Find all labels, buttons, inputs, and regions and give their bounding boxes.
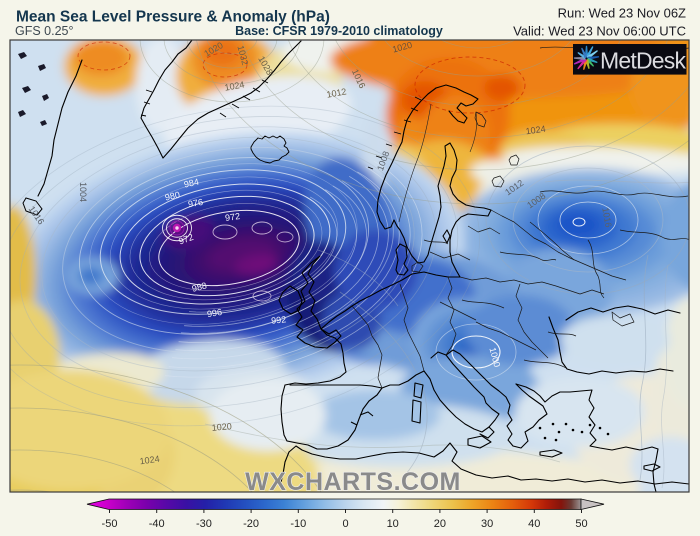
svg-text:Valid: Wed 23 Nov 06:00 UTC: Valid: Wed 23 Nov 06:00 UTC <box>513 24 686 39</box>
svg-text:-50: -50 <box>102 518 118 530</box>
svg-text:1004: 1004 <box>78 182 88 202</box>
svg-text:1016: 1016 <box>600 207 613 228</box>
svg-text:972: 972 <box>177 232 195 247</box>
svg-text:-40: -40 <box>149 518 165 530</box>
svg-text:WXCHARTS.COM: WXCHARTS.COM <box>245 468 461 496</box>
svg-text:-10: -10 <box>290 518 306 530</box>
svg-text:50: 50 <box>575 518 587 530</box>
svg-text:30: 30 <box>481 518 493 530</box>
svg-text:-30: -30 <box>196 518 212 530</box>
svg-text:10: 10 <box>387 518 399 530</box>
svg-text:976: 976 <box>187 197 204 209</box>
svg-text:MetDesk: MetDesk <box>600 48 686 74</box>
svg-text:1012: 1012 <box>326 86 347 99</box>
svg-text:Run: Wed 23 Nov 06Z: Run: Wed 23 Nov 06Z <box>558 6 686 21</box>
svg-text:1020: 1020 <box>211 421 232 433</box>
svg-text:972: 972 <box>224 211 240 223</box>
svg-text:988: 988 <box>191 280 208 293</box>
svg-text:0: 0 <box>342 518 348 530</box>
svg-text:-20: -20 <box>243 518 259 530</box>
svg-text:980: 980 <box>164 190 181 203</box>
svg-text:992: 992 <box>271 314 287 326</box>
svg-text:996: 996 <box>206 307 223 319</box>
svg-text:984: 984 <box>183 177 200 190</box>
svg-text:GFS 0.25°: GFS 0.25° <box>15 24 74 38</box>
svg-text:1024: 1024 <box>224 79 245 92</box>
svg-text:Mean Sea Level Pressure & Anom: Mean Sea Level Pressure & Anomaly (hPa) <box>16 9 330 26</box>
svg-text:1024: 1024 <box>525 124 546 137</box>
svg-text:Base: CFSR 1979-2010 climatolo: Base: CFSR 1979-2010 climatology <box>235 24 443 38</box>
svg-text:20: 20 <box>434 518 446 530</box>
svg-text:1024: 1024 <box>139 454 160 467</box>
svg-text:40: 40 <box>528 518 540 530</box>
